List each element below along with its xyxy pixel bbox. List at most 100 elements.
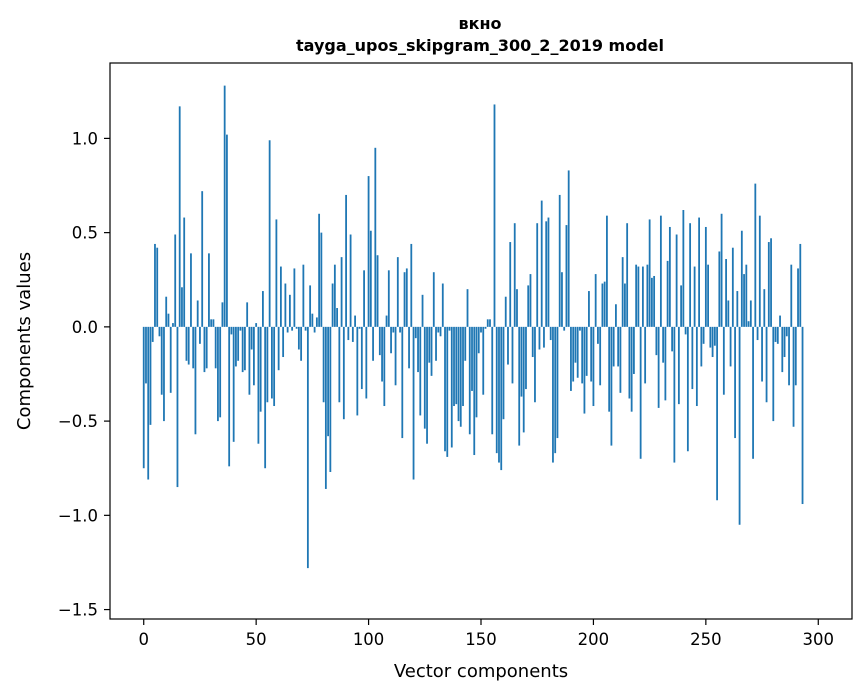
bar-component-227 — [653, 275, 656, 327]
bar-component-239 — [680, 285, 683, 327]
bar-component-117 — [405, 268, 408, 327]
bar-component-97 — [360, 326, 363, 390]
bar-component-14 — [174, 234, 177, 327]
bar-component-238 — [677, 326, 680, 405]
bar-component-264 — [736, 291, 739, 327]
bar-component-157 — [495, 326, 498, 454]
bar-component-51 — [257, 326, 260, 444]
bars-group — [142, 85, 804, 569]
bar-component-155 — [491, 326, 494, 435]
bar-component-203 — [599, 326, 602, 386]
bar-component-253 — [711, 326, 714, 358]
bar-component-273 — [756, 326, 759, 341]
bar-component-232 — [664, 326, 667, 401]
bar-component-119 — [410, 243, 413, 327]
bar-component-115 — [401, 326, 404, 439]
bar-component-218 — [633, 326, 635, 374]
bar-component-35 — [221, 302, 224, 327]
bar-component-159 — [500, 326, 503, 471]
bar-component-42 — [237, 326, 240, 361]
bar-component-26 — [201, 191, 204, 327]
bar-component-201 — [594, 274, 597, 327]
bar-component-118 — [408, 326, 410, 369]
bar-component-127 — [428, 326, 431, 363]
bar-component-58 — [273, 326, 276, 407]
bar-component-228 — [655, 326, 658, 356]
bar-component-108 — [385, 315, 388, 327]
bar-component-34 — [219, 326, 222, 418]
bar-component-142 — [462, 326, 464, 407]
bar-component-192 — [574, 326, 577, 363]
bar-component-144 — [466, 289, 469, 327]
bar-component-191 — [572, 326, 575, 382]
bar-component-287 — [788, 326, 790, 386]
bar-component-215 — [626, 223, 629, 327]
plot-frame — [109, 62, 853, 620]
bar-component-236 — [673, 326, 676, 463]
bar-component-286 — [785, 326, 788, 337]
bar-component-24 — [196, 300, 199, 327]
bar-component-32 — [214, 326, 217, 369]
bar-component-110 — [390, 326, 392, 354]
bar-component-223 — [644, 326, 647, 384]
bar-component-147 — [473, 326, 476, 456]
bar-component-146 — [471, 326, 473, 391]
bar-component-207 — [608, 326, 611, 412]
bar-component-113 — [396, 257, 399, 327]
bar-component-261 — [729, 326, 732, 367]
bar-component-62 — [282, 326, 285, 358]
bar-component-133 — [441, 283, 444, 327]
bar-component-64 — [286, 326, 289, 333]
y-tick-label: 0.5 — [72, 224, 98, 243]
bar-component-222 — [641, 266, 644, 327]
bar-component-187 — [563, 326, 566, 331]
bar-component-10 — [165, 296, 168, 327]
bar-component-226 — [650, 277, 653, 327]
bar-component-235 — [671, 326, 674, 352]
bar-component-128 — [430, 326, 433, 376]
bar-component-106 — [381, 326, 383, 382]
bar-component-217 — [630, 326, 633, 412]
bar-component-105 — [378, 326, 381, 356]
bar-component-12 — [169, 326, 172, 393]
bar-component-151 — [482, 326, 485, 395]
bar-component-125 — [423, 326, 426, 429]
bar-component-180 — [547, 217, 550, 327]
bar-component-77 — [315, 317, 318, 327]
bar-component-224 — [646, 264, 649, 327]
bar-component-121 — [414, 326, 417, 339]
bar-component-185 — [558, 194, 561, 327]
bar-component-8 — [160, 326, 163, 395]
x-tick-label: 100 — [353, 630, 385, 649]
bar-component-2 — [147, 326, 150, 480]
bar-component-1 — [145, 326, 147, 384]
bar-component-158 — [498, 326, 500, 463]
bar-component-140 — [457, 326, 460, 422]
bar-component-243 — [689, 223, 692, 327]
bar-component-289 — [792, 326, 795, 427]
bar-component-246 — [695, 326, 698, 407]
bar-component-7 — [158, 326, 161, 337]
bar-component-265 — [738, 326, 741, 525]
bar-component-247 — [698, 217, 700, 327]
bar-component-237 — [675, 234, 678, 327]
bar-component-167 — [518, 326, 521, 446]
bar-component-206 — [606, 215, 608, 327]
bar-component-195 — [581, 326, 584, 384]
bar-component-230 — [659, 215, 662, 327]
bar-component-112 — [394, 326, 397, 386]
bar-component-280 — [772, 326, 775, 422]
bar-component-184 — [556, 326, 559, 439]
bar-component-116 — [403, 272, 406, 327]
bar-component-107 — [383, 326, 386, 407]
bar-component-17 — [181, 287, 183, 327]
bar-component-268 — [745, 264, 748, 327]
bar-component-56 — [268, 140, 271, 327]
bar-component-234 — [668, 226, 671, 327]
bar-component-31 — [212, 319, 215, 327]
bar-component-114 — [399, 326, 401, 333]
x-axis-ticks: 0 50 100 150 200 250 300 — [138, 619, 834, 649]
bar-component-129 — [432, 272, 435, 327]
bar-component-90 — [345, 194, 347, 327]
bar-component-202 — [597, 326, 599, 344]
